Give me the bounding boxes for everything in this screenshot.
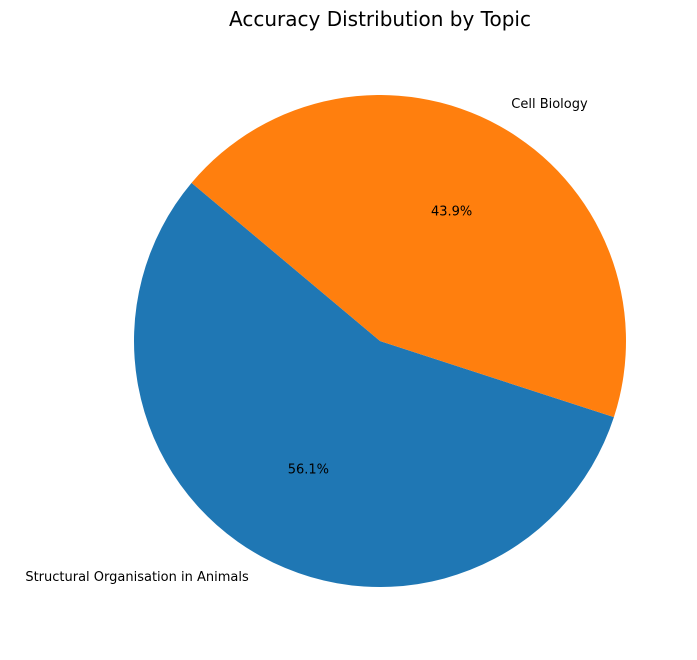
pie-slice-cell-biology xyxy=(191,94,626,418)
pie-slices xyxy=(134,94,626,587)
pie-pct-label-cell-biology: 43.9% xyxy=(431,204,472,219)
pie-labels: 56.1% Structural Organisation in Animals 4… xyxy=(25,97,588,585)
pie-pct-label-structural-organisation-in-animals: 56.1% xyxy=(288,463,329,478)
pie-slice-structural-organisation-in-animals xyxy=(134,182,614,587)
pie-category-label-structural-organisation-in-animals: Structural Organisation in Animals xyxy=(25,570,249,585)
chart-title: Accuracy Distribution by Topic xyxy=(229,7,531,31)
pie-category-label-cell-biology: Cell Biology xyxy=(511,97,588,112)
